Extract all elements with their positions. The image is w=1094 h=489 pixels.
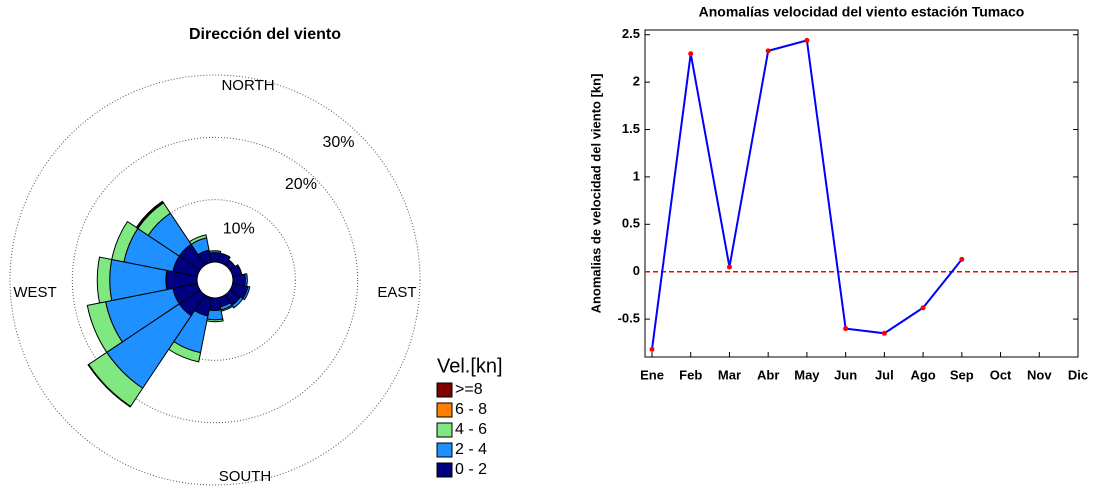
wind-sector [111,220,139,263]
y-tick-label: 0.5 [622,216,640,231]
y-tick-label: 1.5 [622,121,640,136]
legend-label: 6 - 8 [455,401,487,418]
wind-sector [188,234,208,245]
data-point [804,37,810,43]
wind-sector [231,296,244,309]
legend-title: Vel.[kn] [437,355,503,377]
wind-sector [217,252,231,266]
wind-sector [206,309,224,321]
y-tick-label: 2.5 [622,26,640,41]
data-point [881,330,887,336]
x-tick-label: Abr [757,367,779,382]
y-axis-label: Anomalias de velocidad del viento [kn] [588,74,603,314]
x-tick-label: Feb [679,367,702,382]
x-tick-label: Mar [718,367,741,382]
x-tick-label: Oct [990,367,1012,382]
r-tick-label: 10% [223,220,255,237]
legend-label: 4 - 6 [455,421,487,438]
chart-title: Dirección del viento [189,26,341,43]
wind-sector [87,363,132,408]
data-point [726,264,732,270]
legend-swatch [436,422,453,438]
legend-swatch [436,402,453,418]
wind-sector [96,256,113,304]
wind-sector [135,200,164,229]
legend-label: 0 - 2 [455,461,487,478]
x-tick-label: Jul [875,367,894,382]
grid-ring [9,74,421,486]
x-tick-label: Dic [1068,367,1088,382]
y-tick-label: 0 [633,263,640,278]
x-tick-label: Ago [910,367,935,382]
y-tick-label: 2 [633,74,640,89]
r-tick-label: 30% [322,134,354,151]
data-point [920,305,926,311]
y-tick-label: -0.5 [618,311,640,326]
x-tick-label: Nov [1027,367,1052,382]
direction-label: NORTH [221,77,274,94]
legend-label: 2 - 4 [455,441,487,458]
direction-label: SOUTH [219,468,272,485]
direction-label: WEST [13,284,56,301]
wind-sector [206,318,224,323]
x-tick-label: Jun [834,367,857,382]
legend-swatch [436,382,453,398]
wind-sector [208,250,222,254]
r-tick-label: 20% [285,176,317,193]
data-point [688,51,694,57]
y-tick-label: 1 [633,168,640,183]
wind-sector [86,301,123,354]
x-tick-label: May [794,367,820,382]
wind-sector [242,285,251,301]
data-point [843,326,849,332]
direction-label: EAST [377,284,416,301]
x-tick-label: Ene [640,367,664,382]
grid-ring [71,136,359,424]
wind-sector [244,273,248,287]
data-point [649,346,655,352]
legend-label: >=8 [455,381,483,398]
data-line [651,39,963,350]
data-point [959,256,965,262]
data-point [765,48,771,54]
legend-swatch [436,462,453,478]
plot-frame [644,29,1079,358]
x-tick-label: Sep [950,367,974,382]
legend-swatch [436,442,453,458]
grid-ring [134,199,296,361]
chart-title: Anomalías velocidad del viento estación … [699,4,1025,20]
